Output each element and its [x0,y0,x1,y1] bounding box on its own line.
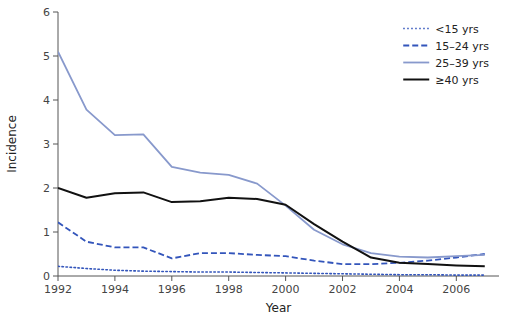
chart: 1992 1994 1996 1998 2000 2002 2004 2006 0 1 2 3 4 5 6 Y… [0,0,515,320]
legend: <15 yrs 15–24 yrs 25–39 yrs ≥40 yrs [403,23,489,87]
legend-swatch [403,79,429,81]
y-tick-label: 5 [43,50,50,63]
y-tick [53,12,58,13]
x-tick [171,276,172,281]
legend-swatch [403,28,429,30]
legend-swatch [403,45,429,47]
x-tick [58,276,59,281]
x-tick [114,276,115,281]
x-tick-label: 1992 [44,283,72,296]
x-tick-label: 1998 [215,283,243,296]
y-tick-label: 0 [43,270,50,283]
y-tick-label: 1 [43,226,50,239]
legend-label: 25–39 yrs [435,57,489,70]
y-tick [53,232,58,233]
x-tick [285,276,286,281]
x-tick-label: 2004 [385,283,413,296]
y-tick-label: 4 [43,94,50,107]
x-tick-label: 2000 [272,283,300,296]
y-tick-label: 6 [43,6,50,19]
y-tick [53,188,58,189]
legend-label: 15–24 yrs [435,40,489,53]
y-axis-label: Incidence [5,115,19,173]
axes: 1992 1994 1996 1998 2000 2002 2004 2006 0 1 2 3 4 5 6 [43,6,499,296]
y-tick [53,100,58,101]
legend-swatch [403,62,429,64]
y-tick [53,276,58,277]
y-tick-label: 2 [43,182,50,195]
y-tick [53,144,58,145]
x-tick-label: 1994 [101,283,129,296]
x-tick-label: 2006 [442,283,470,296]
lines [58,52,485,276]
series-line [58,52,485,258]
x-axis-line [58,276,499,277]
x-tick [228,276,229,281]
y-tick [53,56,58,57]
x-tick [342,276,343,281]
legend-label: <15 yrs [435,23,479,36]
x-tick-label: 2002 [329,283,357,296]
y-tick-label: 3 [43,138,50,151]
x-axis-label: Year [265,301,291,315]
series-line [58,188,485,266]
legend-label: ≥40 yrs [435,74,479,87]
series-line [58,266,485,275]
x-tick [399,276,400,281]
x-tick [456,276,457,281]
x-tick-label: 1996 [158,283,186,296]
